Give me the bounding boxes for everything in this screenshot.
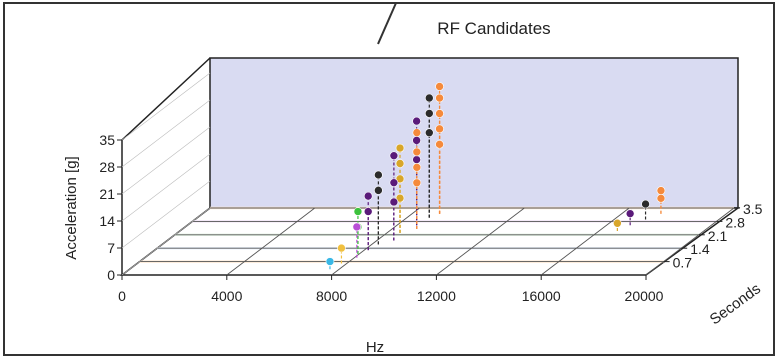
wall-gridline [121,126,211,195]
data-point [353,207,363,216]
z-axis-label: Seconds [707,280,764,328]
z-tick-labels: 0.71.42.12.83.5 [663,201,763,271]
x-axis-label: Hz [366,339,384,356]
chart-title: RF Candidates [437,19,550,38]
data-point [435,93,444,103]
floor-gridline-hz [226,207,316,276]
y-axis-label: Acceleration [g] [63,156,80,259]
x-tick-labels: 0 4000 8000 12000 16000 20000 [118,275,664,304]
data-point [412,178,422,188]
wall-gridline [121,153,211,222]
data-point [424,109,434,118]
data-point [412,128,422,137]
data-point [395,159,405,168]
x-tick-label: 20000 [625,288,664,304]
data-point [412,155,421,164]
data-point [435,124,444,134]
x-tick-label: 4000 [211,288,242,304]
z-tick-label: 1.4 [690,241,710,257]
wall-gridline [121,180,211,249]
z-tick-label: 2.8 [725,214,745,230]
data-point [352,222,362,232]
y-tick-label: 14 [99,213,115,229]
data-point [656,186,666,195]
y-tick-label: 28 [99,159,115,175]
x-tick-label: 12000 [417,288,456,304]
data-point [363,191,373,201]
data-point [641,199,650,209]
wall-gridline [121,72,211,141]
data-point [389,151,399,160]
floor-gridline-hz [331,207,420,276]
y-tick-label: 35 [99,132,115,148]
y-tick-label: 7 [107,240,115,256]
data-point [395,174,405,184]
floor-gridline-hz [436,207,525,276]
x-tick-label: 8000 [316,288,347,304]
data-point [337,243,346,253]
data-point [412,136,421,145]
z-tick-label: 0.7 [673,255,693,271]
data-point [325,257,335,266]
callout-pointer [377,2,397,45]
x-tick-label: 0 [118,288,126,304]
data-point [435,140,444,149]
back-wall [209,57,739,209]
data-points [325,82,666,266]
data-point [435,82,444,91]
z-tick-label: 2.1 [708,228,728,244]
x-tick-label: 16000 [522,288,561,304]
data-point [424,93,434,103]
data-point [374,186,383,195]
y-tick-label: 21 [99,186,115,202]
panel-border [3,2,775,356]
wall-gridline [121,99,211,168]
z-tick-label: 3.5 [743,201,763,217]
data-point [363,207,373,216]
data-point [395,143,405,153]
floor-gridline-hz [645,207,735,276]
data-point [412,163,422,172]
wall-gridline [121,207,211,276]
data-point [374,170,383,180]
y-tick-label: 0 [107,267,115,283]
data-point [424,128,434,138]
data-point [435,109,444,118]
data-point [389,178,399,187]
data-point [613,218,622,228]
floor-gridline-hz [540,207,630,276]
y-tick-labels: 0 7 14 21 28 35 [99,132,122,283]
data-point [389,197,399,207]
data-point [656,194,666,203]
data-point [395,193,405,203]
data-point [412,116,421,126]
data-point [412,147,422,157]
data-point [625,209,635,218]
